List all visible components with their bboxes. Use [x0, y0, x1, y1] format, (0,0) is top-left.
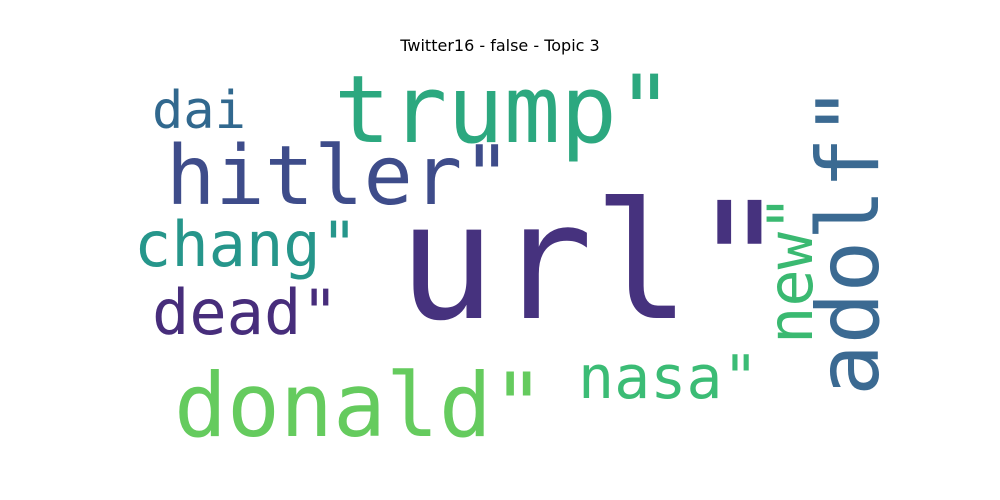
word-cloud-word: chang" [134, 208, 358, 281]
word-cloud-word: dead" [152, 276, 339, 349]
word-cloud-word: donald" [174, 354, 545, 457]
word-cloud-word: dai [152, 81, 246, 141]
word-cloud-word: new" [754, 195, 827, 344]
word-cloud-word: nasa" [578, 343, 759, 413]
